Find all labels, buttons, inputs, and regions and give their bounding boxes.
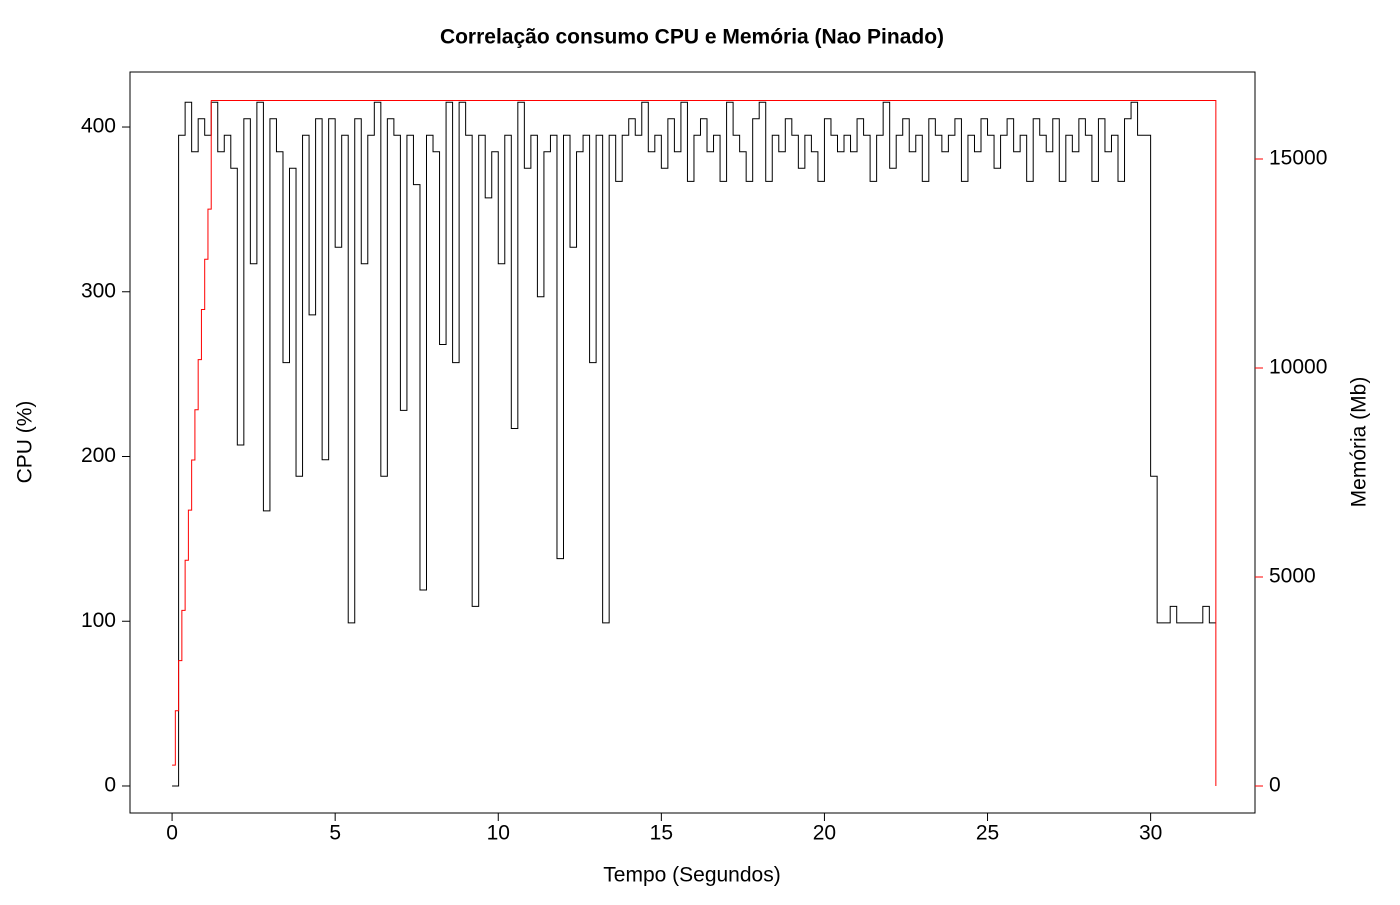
x-axis-label: Tempo (Segundos): [603, 864, 780, 887]
y2-axis-label: Memória (Mb): [1348, 377, 1371, 508]
plot-frame: [129, 71, 1256, 814]
x-tick-label: 20: [813, 822, 836, 845]
y-tick-label: 0: [104, 774, 116, 797]
y2-tick-label: 0: [1269, 774, 1281, 797]
y-axis-label: CPU (%): [14, 401, 37, 484]
y-tick-label: 400: [81, 115, 116, 138]
series-line: [172, 101, 1216, 787]
x-tick-label: 0: [166, 822, 178, 845]
x-tick-label: 5: [329, 822, 341, 845]
y-tick-label: 200: [81, 444, 116, 467]
series-line: [172, 99, 1217, 786]
x-tick-label: 10: [487, 822, 510, 845]
y2-tick-label: 15000: [1269, 147, 1327, 170]
x-tick-label: 30: [1139, 822, 1162, 845]
y-tick-label: 100: [81, 609, 116, 632]
chart-title: Correlação consumo CPU e Memória (Nao Pi…: [440, 26, 944, 49]
x-tick-label: 15: [650, 822, 673, 845]
y2-tick-label: 10000: [1269, 356, 1327, 379]
y-tick-label: 300: [81, 279, 116, 302]
x-tick-label: 25: [976, 822, 999, 845]
y2-tick-label: 5000: [1269, 565, 1316, 588]
